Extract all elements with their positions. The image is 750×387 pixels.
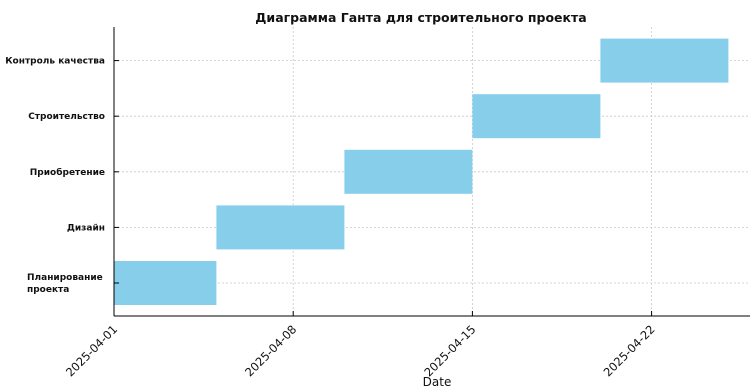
task-bar bbox=[114, 261, 217, 305]
y-tick-label: Контроль качества bbox=[5, 57, 105, 67]
y-tick-label: Дизайн bbox=[67, 223, 105, 233]
y-tick-label: Строительство bbox=[28, 112, 105, 122]
x-tick-label: 2025-04-01 bbox=[63, 322, 120, 379]
x-tick-label: 2025-04-22 bbox=[601, 322, 658, 379]
x-tick-labels: 2025-04-01 2025-04-08 2025-04-15 2025-04-22 bbox=[63, 311, 658, 379]
y-tick-label: Приобретение bbox=[30, 167, 105, 178]
x-tick-label: 2025-04-08 bbox=[242, 322, 299, 379]
bars-layer bbox=[114, 38, 729, 305]
task-bar bbox=[600, 38, 729, 83]
x-axis-label: Date bbox=[423, 375, 452, 387]
y-tick-label: проекта bbox=[27, 285, 69, 295]
task-bar bbox=[472, 94, 601, 139]
y-tick-labels: Планирование проекта Дизайн Приобретение Стр… bbox=[5, 57, 119, 295]
y-tick-label: Планирование bbox=[27, 273, 103, 283]
chart-title: Диаграмма Ганта для строительного проект… bbox=[255, 10, 586, 25]
task-bar bbox=[216, 205, 345, 250]
x-tick-label: 2025-04-15 bbox=[421, 322, 478, 379]
task-bar bbox=[344, 149, 473, 194]
